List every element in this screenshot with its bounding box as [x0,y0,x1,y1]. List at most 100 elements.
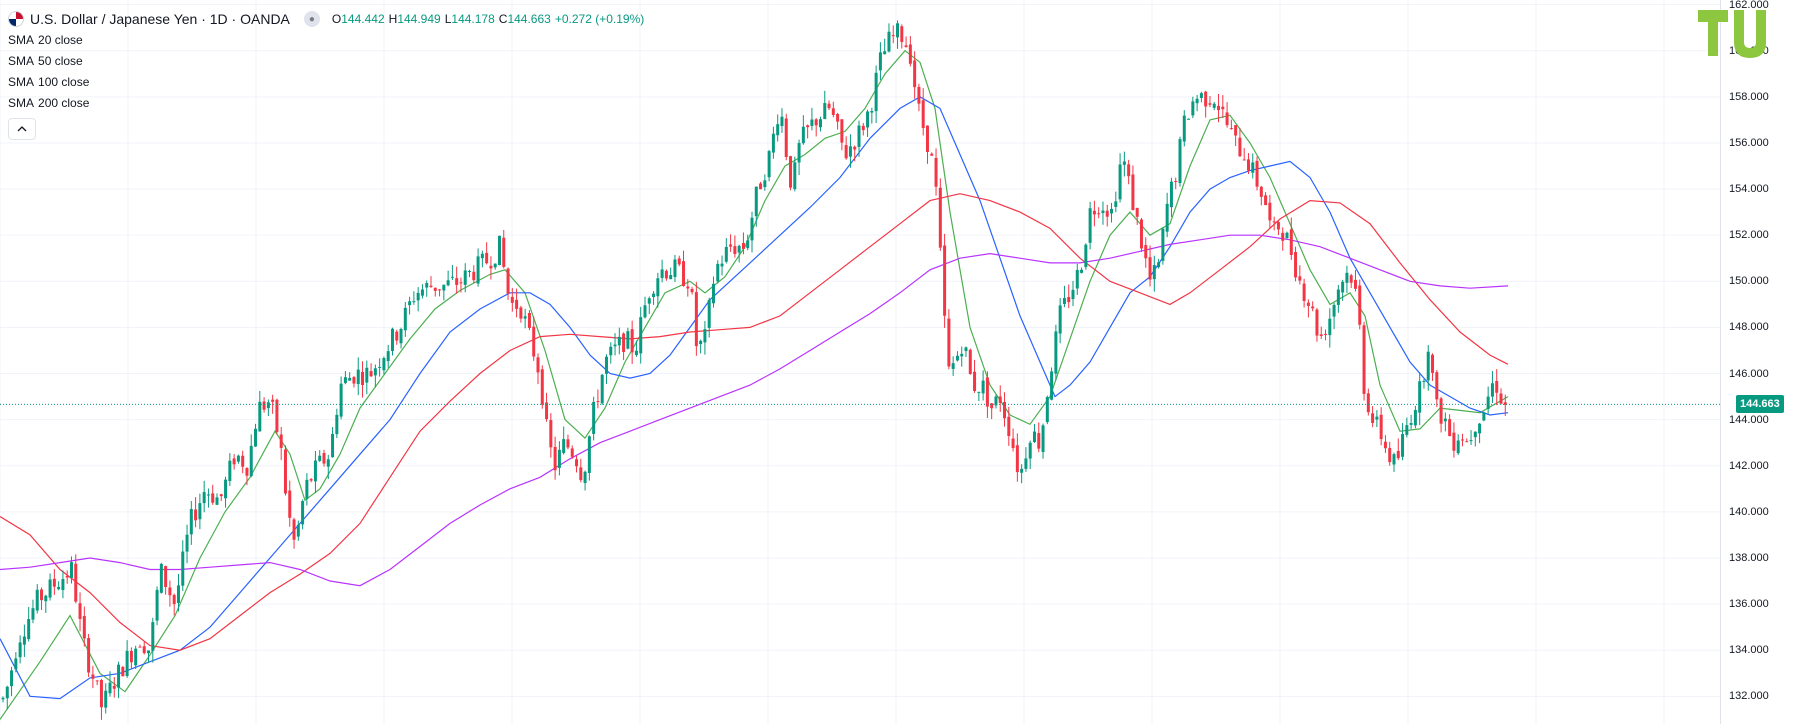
candle-body [10,670,14,687]
candle-body [1182,115,1186,142]
candle-body [1422,380,1426,382]
candle-body [52,578,56,587]
candle-body [1276,222,1280,230]
candle-body [1264,195,1268,206]
usdjpy-flag-icon [8,11,24,27]
candle-body [1413,410,1417,426]
visibility-toggle-icon[interactable]: ● [303,11,320,27]
candle-body [1041,425,1045,452]
candle-body [1383,441,1387,449]
candle-body [1362,325,1366,394]
candle-body [729,244,733,247]
candle-body [647,298,651,304]
candle-body [318,455,322,461]
chart-area[interactable] [0,0,1720,724]
indicator-sma-50[interactable]: SMA 50 close [8,54,83,68]
price-plot[interactable] [0,0,1720,724]
candle-body [339,383,343,417]
candle-body [1503,402,1507,405]
candle-body [262,401,266,410]
candle-body [1242,159,1246,161]
candle-body [566,439,570,448]
candle-body [1229,128,1233,130]
candle-body [65,575,69,578]
candle-body [587,436,591,473]
candle-body [168,587,172,596]
candle-body [630,329,634,353]
candle-body [617,336,621,346]
candle-body [1024,458,1028,469]
candle-body [309,479,313,481]
sma-layer [0,49,1509,720]
candle-body [463,270,467,285]
candle-body [960,353,964,357]
candle-body [707,299,711,328]
y-tick-label: 146.000 [1729,367,1769,380]
candle-body [1238,137,1242,157]
candle-body [955,355,959,361]
candle-body [930,153,934,156]
indicator-sma-200[interactable]: SMA 200 close [8,96,90,110]
candle-body [669,275,673,280]
candle-body [652,293,656,298]
candle-body [22,636,26,645]
last-price-badge: 144.663 [1736,395,1784,414]
candle-body [1080,269,1084,273]
candle-body [977,391,981,393]
candle-body [27,619,31,640]
candle-body [925,125,929,152]
indicator-sma-20[interactable]: SMA 20 close [8,33,83,47]
candle-body [1135,208,1139,217]
candle-body [592,401,596,434]
candle-body [767,151,771,178]
candle-body [1495,380,1499,393]
candle-body [245,467,249,476]
candle-body [301,501,305,525]
candle-body [1058,305,1062,334]
candle-body [369,371,373,377]
candle-body [964,347,968,352]
candle-body [844,145,848,159]
candle-body [1448,419,1452,437]
candle-body [1127,164,1131,177]
candle-body [1097,213,1101,215]
y-tick-label: 138.000 [1729,551,1769,564]
candle-body [1221,106,1225,110]
candle-body [1358,285,1362,325]
candle-body [219,494,223,497]
candle-body [639,317,643,354]
candle-body [172,595,176,605]
candle-body [155,589,159,621]
candle-body [510,296,514,303]
candle-body [545,402,549,420]
candle-body [395,331,399,341]
candle-body [1353,279,1357,289]
candle-body [981,380,985,394]
collapse-legend-button[interactable] [8,118,36,140]
candle-body [1465,441,1469,443]
candle-body [694,292,698,347]
candle-body [861,125,865,131]
candle-body [853,146,857,150]
candle-body [686,286,690,289]
candle-body [557,449,561,468]
candle-body [403,307,407,331]
candle-body [801,126,805,144]
candle-body [1392,454,1396,465]
candle-body [746,240,750,249]
candle-body [1285,232,1289,239]
candle-body [1178,139,1182,184]
candle-body [1319,334,1323,337]
candle-body [420,289,424,296]
ohlc-change: +0.272 (+0.19%) [554,12,645,26]
candle-body [994,396,998,406]
candle-body [733,246,737,255]
indicator-sma-100[interactable]: SMA 100 close [8,75,90,89]
candle-body [74,563,78,602]
sma-line [0,193,1509,651]
candle-body [82,616,86,639]
candle-body [1341,281,1345,293]
price-axis[interactable]: 132.000 134.000 136.000 138.000 140.000 142.0… [1720,0,1794,724]
symbol-title[interactable]: U.S. Dollar / Japanese Yen · 1D · OANDA [30,11,290,27]
y-tick-label: 144.000 [1729,413,1769,426]
